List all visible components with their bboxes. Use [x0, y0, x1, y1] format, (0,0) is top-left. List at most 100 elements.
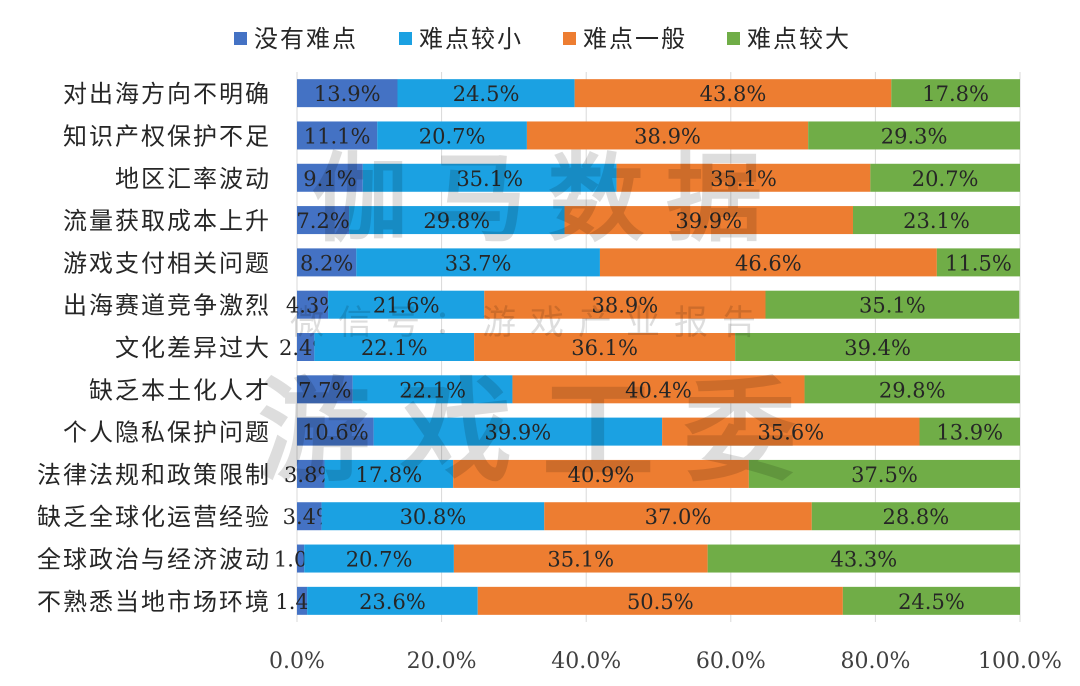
bar-segment-3: [574, 79, 892, 108]
bar-segment-3: [474, 333, 736, 361]
data-label: 17.8%: [355, 463, 422, 487]
bar-segment-1: [297, 290, 329, 319]
bar-row: 4.3% 21.6% 38.9% 35.1%: [286, 290, 1020, 319]
bar-segment-2: [321, 502, 545, 531]
bars: 13.9% 24.5% 43.8% 17.8% 11.1% 20.7% 38.9% 29.3%…: [274, 79, 1020, 615]
data-label: 35.1%: [456, 167, 523, 191]
bar-segment-1: [297, 586, 308, 615]
bar-segment-4: [870, 163, 1020, 192]
legend-swatch: [563, 32, 576, 45]
data-label: 23.1%: [903, 209, 970, 233]
category-label: 法律法规和政策限制: [37, 461, 271, 489]
legend-item: 难点较小: [399, 25, 523, 53]
bar-segment-2: [356, 248, 600, 277]
bar-row: 13.9% 24.5% 43.8% 17.8%: [297, 79, 1020, 108]
bar-row: 7.2% 29.8% 39.9% 23.1%: [296, 206, 1020, 235]
bar-segment-2: [352, 375, 513, 404]
bar-segment-1: [297, 248, 357, 277]
bar-segment-2: [373, 417, 663, 446]
bar-segment-3: [599, 248, 937, 277]
watermark: 伽马数据 微信号：游戏产业报告 游戏工委: [258, 143, 826, 497]
data-label: 38.9%: [592, 294, 659, 318]
legend-swatch: [727, 32, 740, 45]
x-tick-label: 100.0%: [978, 649, 1062, 674]
bar-segment-4: [808, 121, 1020, 150]
legend-item: 难点较大: [727, 25, 851, 53]
bar-segment-2: [324, 459, 454, 488]
x-tick-label: 80.0%: [840, 649, 910, 674]
data-label: 39.9%: [675, 209, 742, 233]
data-label: 8.2%: [300, 251, 353, 275]
category-label: 文化差异过大: [115, 334, 271, 362]
bar-segment-1: [297, 544, 305, 573]
bar-segment-2: [328, 290, 485, 319]
data-label: 13.9%: [936, 421, 1003, 445]
data-label: 30.8%: [400, 505, 467, 529]
bar-segment-4: [748, 459, 1020, 488]
data-label: 29.8%: [423, 209, 490, 233]
category-label: 个人隐私保护问题: [63, 419, 271, 447]
data-label: 50.5%: [627, 590, 694, 614]
bar-segment-1: [297, 121, 378, 150]
data-label: 9.1%: [303, 167, 356, 191]
category-label: 地区汇率波动: [115, 165, 271, 193]
data-label: 36.1%: [571, 336, 638, 360]
bar-segment-3: [484, 290, 766, 319]
watermark-line3: 游戏工委: [258, 367, 826, 497]
bar-segment-3: [564, 206, 853, 235]
legend-label: 没有难点: [254, 25, 358, 53]
data-label: 43.3%: [830, 548, 897, 572]
bar-segment-4: [765, 290, 1020, 319]
bar-row: 1.0% 20.7% 35.1% 43.3%: [274, 544, 1020, 573]
bar-segment-3: [544, 502, 812, 531]
data-label: 21.6%: [373, 294, 440, 318]
legend-item: 没有难点: [234, 25, 358, 53]
data-label: 29.3%: [881, 124, 948, 148]
data-label: 40.4%: [625, 378, 692, 402]
bar-segment-4: [919, 417, 1020, 446]
bar-row: 9.1% 35.1% 35.1% 20.7%: [297, 163, 1020, 192]
data-label: 10.6%: [302, 421, 369, 445]
bar-row: 2.4% 22.1% 36.1% 39.4%: [279, 333, 1020, 361]
bar-row: 11.1% 20.7% 38.9% 29.3%: [297, 121, 1020, 150]
data-label: 33.7%: [445, 251, 512, 275]
category-label: 缺乏本土化人才: [89, 376, 271, 404]
data-label: 11.5%: [945, 251, 1012, 275]
bar-segment-2: [307, 586, 478, 615]
data-label: 7.7%: [298, 378, 351, 402]
category-label: 流量获取成本上升: [63, 207, 271, 235]
bar-row: 3.4% 30.8% 37.0% 28.8%: [283, 502, 1020, 531]
bar-segment-1: [297, 417, 374, 446]
bar-segment-4: [852, 206, 1020, 235]
legend-swatch: [234, 32, 247, 45]
data-label: 24.5%: [453, 82, 520, 106]
x-axis-tick-labels: 0.0% 20.0% 40.0% 60.0% 80.0% 100.0%: [269, 649, 1062, 674]
data-label: 39.9%: [485, 421, 552, 445]
bar-segment-1: [297, 502, 322, 531]
category-label: 知识产权保护不足: [63, 122, 271, 150]
data-label: 37.0%: [645, 505, 712, 529]
x-tick-label: 0.0%: [269, 649, 325, 674]
data-label: 17.8%: [922, 82, 989, 106]
bar-segment-3: [453, 459, 749, 488]
legend-label: 难点较小: [419, 25, 523, 53]
bar-segment-1: [297, 459, 325, 488]
watermark-line2: 微信号：游戏产业报告: [290, 303, 770, 343]
category-label: 出海赛道竞争激烈: [63, 292, 271, 320]
data-label: 20.7%: [912, 167, 979, 191]
bar-segment-2: [314, 333, 475, 361]
data-label: 11.1%: [304, 124, 371, 148]
bar-segment-3: [512, 375, 805, 404]
bar-segment-1: [297, 333, 315, 361]
data-label: 20.7%: [419, 124, 486, 148]
x-tick-label: 40.0%: [551, 649, 621, 674]
bar-segment-4: [811, 502, 1020, 531]
data-label: 13.9%: [314, 82, 381, 106]
data-label: 37.5%: [851, 463, 918, 487]
bar-segment-3: [526, 121, 809, 150]
category-labels: 对出海方向不明确知识产权保护不足地区汇率波动流量获取成本上升游戏支付相关问题出海…: [37, 80, 271, 616]
legend-label: 难点较大: [747, 25, 851, 53]
data-label: 29.8%: [879, 378, 946, 402]
data-label: 35.6%: [757, 421, 824, 445]
